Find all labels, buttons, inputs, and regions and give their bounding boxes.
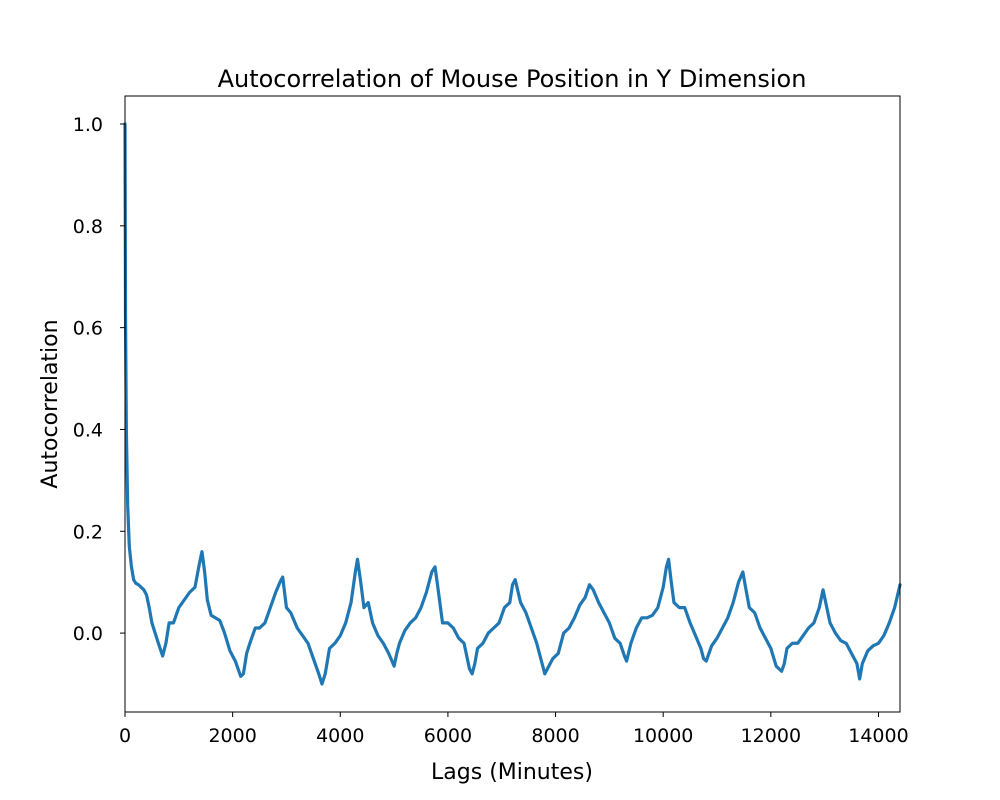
plot-frame	[124, 95, 901, 713]
x-axis-ticks: 0 2000 4000 6000 8000 10000 12000 14000	[119, 712, 909, 747]
plot-area	[123, 95, 902, 713]
y-tick-label: 0.2	[73, 521, 103, 543]
chart-title: Autocorrelation of Mouse Position in Y D…	[218, 65, 807, 93]
y-tick-label: 0.6	[73, 318, 103, 340]
x-tick-label: 2000	[208, 725, 256, 747]
autocorrelation-series-line	[123, 122, 902, 686]
y-tick-label: 0.8	[73, 216, 103, 238]
y-tick-label: 1.0	[73, 114, 103, 136]
x-tick-label: 6000	[424, 725, 472, 747]
x-tick-label: 10000	[633, 725, 693, 747]
x-tick-label: 12000	[741, 725, 801, 747]
x-tick-label: 4000	[316, 725, 364, 747]
x-tick-label: 8000	[531, 725, 579, 747]
x-tick-label: 0	[119, 725, 131, 747]
x-axis-title: Lags (Minutes)	[431, 760, 593, 785]
x-tick-label: 14000	[848, 725, 908, 747]
y-axis-ticks: 0.0 0.2 0.4 0.6 0.8 1.0	[73, 114, 125, 645]
y-axis-title: Autocorrelation	[38, 319, 63, 488]
y-tick-label: 0.0	[73, 623, 103, 645]
y-tick-label: 0.4	[73, 419, 103, 441]
